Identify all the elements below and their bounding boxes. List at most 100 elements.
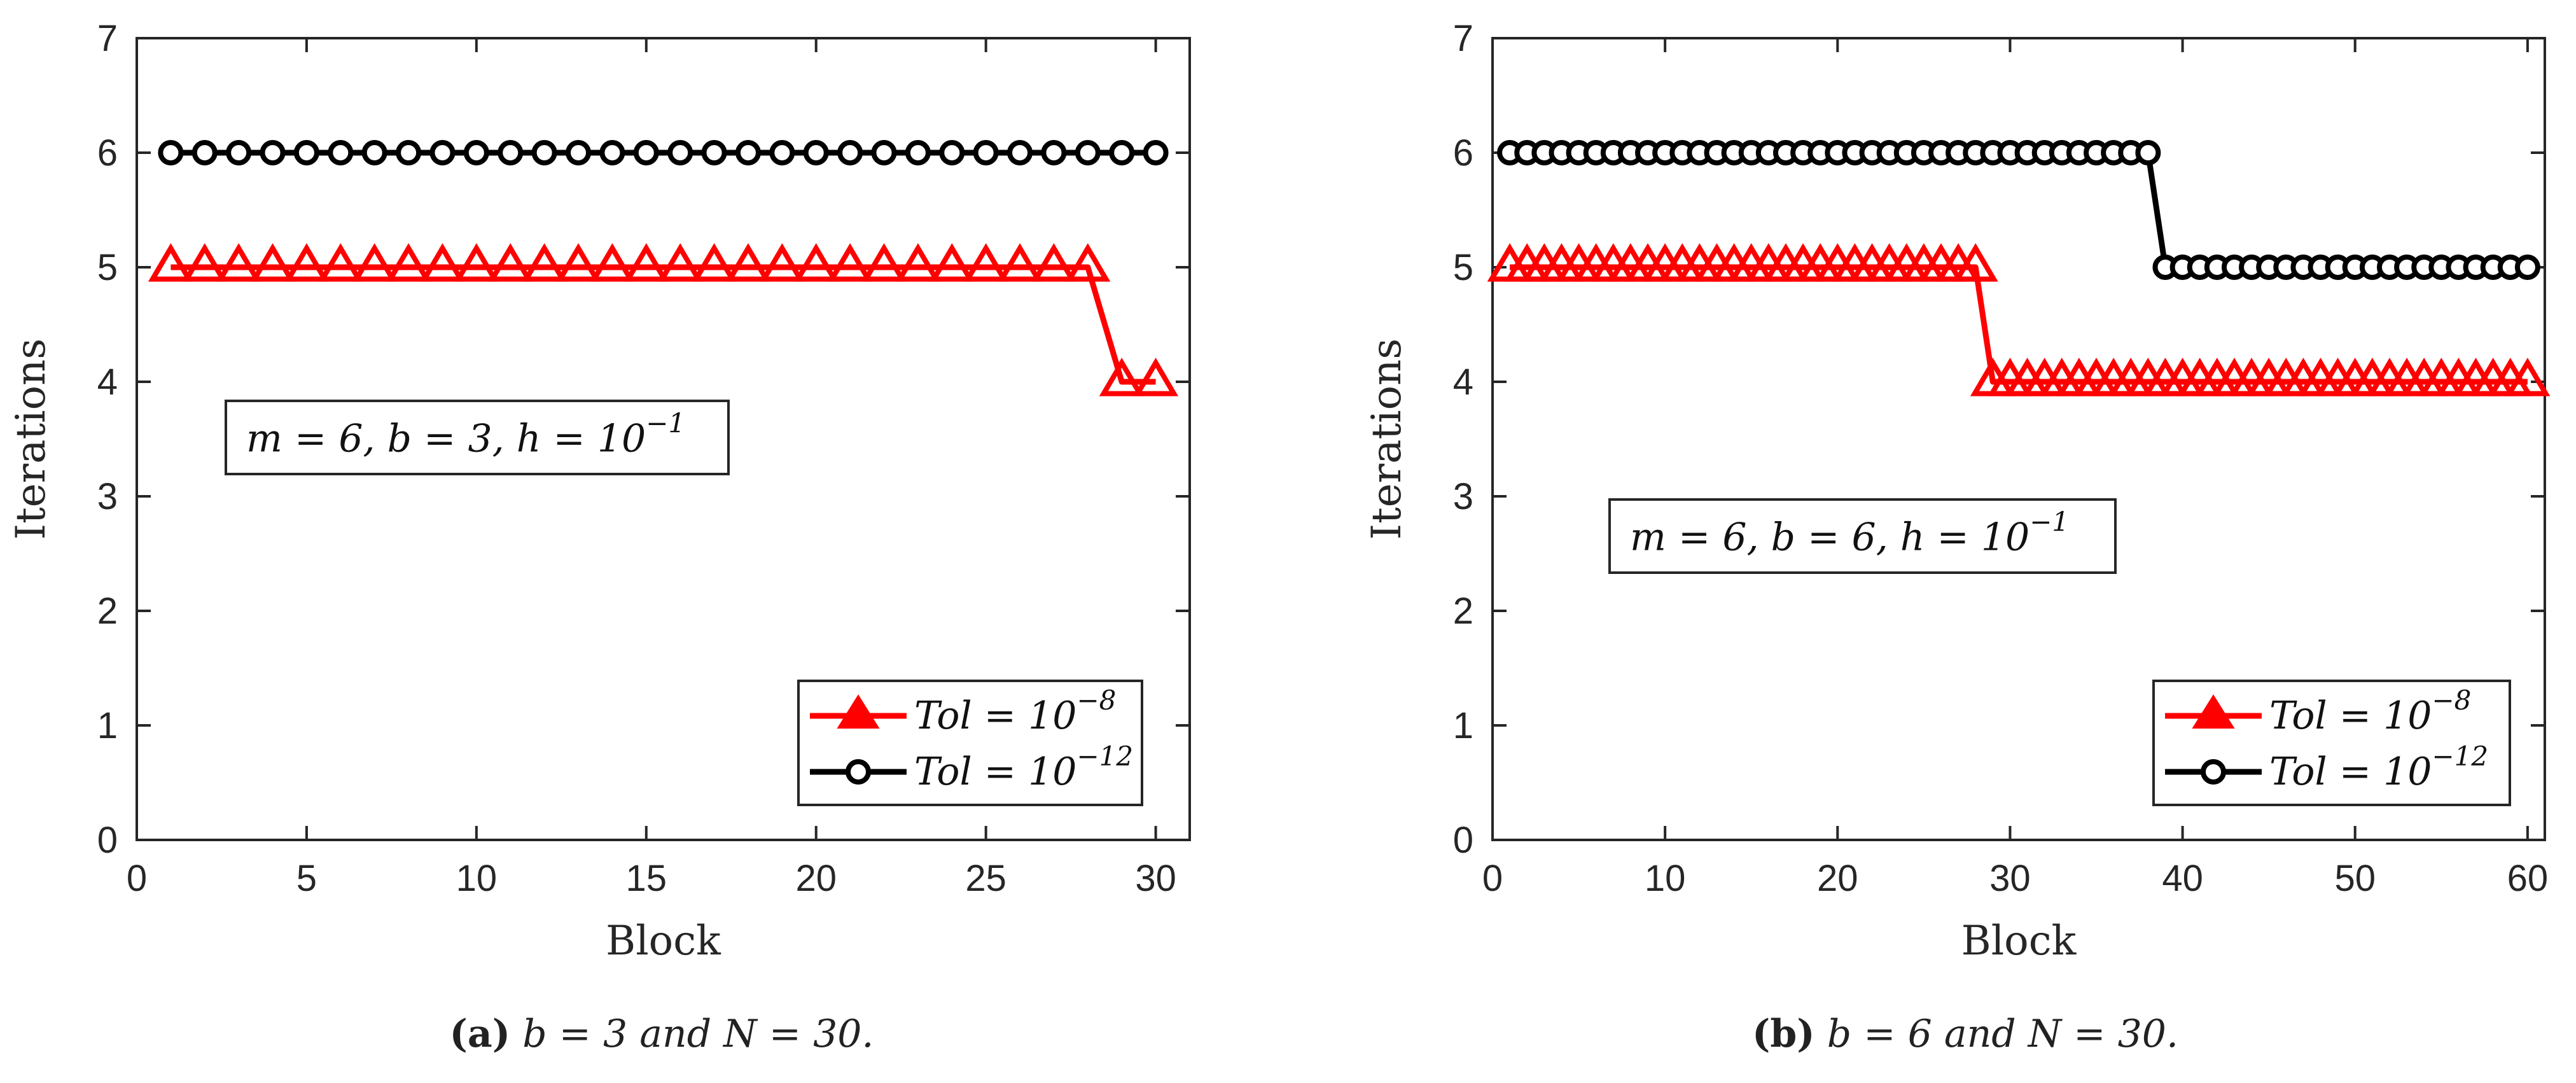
legend-label-sup: −8 <box>2432 685 2471 716</box>
data-point <box>522 243 567 282</box>
x-tick-label: 0 <box>127 858 147 899</box>
y-tick-label: 5 <box>97 247 118 288</box>
caption-b: (b) b = 6 and N = 30. <box>1354 1009 2576 1059</box>
x-tick-label: 40 <box>2162 858 2203 899</box>
y-tick-label: 4 <box>1453 361 1473 403</box>
annotation-sup: −1 <box>2029 507 2069 538</box>
y-tick-label: 1 <box>97 705 118 746</box>
data-point <box>182 243 228 282</box>
x-tick-label: 20 <box>1817 858 1858 899</box>
data-point <box>667 140 693 165</box>
series-tol-1e-12 <box>158 140 1169 165</box>
legend-label-sup: −12 <box>1076 741 1133 772</box>
data-point <box>2135 140 2161 165</box>
y-tick-label: 5 <box>1453 247 1473 288</box>
caption-a-label: (a) <box>449 1012 511 1056</box>
legend-label-sup: −8 <box>1076 685 1116 716</box>
data-point <box>1065 243 1111 282</box>
chart-a: 0 5 10 15 20 25 30 0 1 2 3 4 5 6 7 Block Iterations m = 6… <box>8 18 1191 965</box>
data-point <box>1031 243 1076 282</box>
x-tick-label: 60 <box>2507 858 2549 899</box>
x-tick-label: 5 <box>296 858 317 899</box>
data-point <box>487 243 533 282</box>
x-axis-label: Block <box>606 918 721 965</box>
data-point <box>929 243 975 282</box>
chart-b: 0 10 20 30 40 50 60 0 1 2 3 4 5 6 7 Block Iterations m = … <box>1363 18 2551 965</box>
x-tick-label: 15 <box>626 858 667 899</box>
legend-item: Tol = 10−8 <box>810 685 1116 738</box>
data-point <box>759 243 805 282</box>
data-point <box>905 140 931 165</box>
data-point <box>2514 255 2540 280</box>
data-point <box>633 140 659 165</box>
data-point <box>837 140 863 165</box>
series-tol-1e-12 <box>1497 140 2540 280</box>
data-point <box>498 140 524 165</box>
data-point <box>1953 243 1998 282</box>
data-point <box>386 243 431 282</box>
data-point <box>895 243 941 282</box>
x-tick-label: 20 <box>795 858 837 899</box>
data-point <box>216 243 261 282</box>
data-point <box>599 140 625 165</box>
data-point <box>769 140 795 165</box>
series-tol-1e-8 <box>1487 243 2551 396</box>
data-point <box>1075 140 1101 165</box>
y-tick-label: 2 <box>97 590 118 632</box>
data-point <box>555 243 601 282</box>
y-tick-label: 0 <box>97 820 118 861</box>
y-axis-label: Iterations <box>1363 339 1410 540</box>
annotation-box <box>225 400 730 475</box>
y-tick-label: 3 <box>1453 476 1473 517</box>
x-tick-label: 30 <box>1135 858 1176 899</box>
y-tick-label: 4 <box>97 361 118 403</box>
legend-item: Tol = 10−12 <box>810 741 1133 794</box>
data-point <box>793 243 839 282</box>
legend-marker <box>2192 694 2235 729</box>
data-point <box>2505 358 2551 396</box>
caption-a: (a) b = 3 and N = 30. <box>0 1009 1323 1059</box>
data-point <box>725 243 771 282</box>
caption-b-text: b = 6 and N = 30. <box>1827 1012 2179 1056</box>
y-tick-label: 7 <box>97 18 118 59</box>
series-tol-1e-8 <box>148 243 1179 396</box>
data-point <box>352 243 398 282</box>
data-point <box>566 140 592 165</box>
annotation-text: m = 6, b = 3, h = 10−1 <box>246 408 685 461</box>
data-point <box>158 140 184 165</box>
data-point <box>735 140 761 165</box>
y-axis-label: Iterations <box>8 339 55 540</box>
y-tick-label: 3 <box>97 476 118 517</box>
y-tick-label: 0 <box>1453 820 1473 861</box>
x-tick-label: 25 <box>965 858 1006 899</box>
y-tick-label: 1 <box>1453 705 1473 746</box>
x-axis-label: Block <box>1961 918 2077 965</box>
data-point <box>396 140 422 165</box>
x-tick-label: 50 <box>2334 858 2376 899</box>
data-point <box>361 140 387 165</box>
data-point <box>429 140 456 165</box>
data-point <box>1109 140 1135 165</box>
data-point <box>531 140 557 165</box>
annotation-box <box>1608 498 2117 574</box>
data-point <box>293 140 319 165</box>
data-point <box>1041 140 1067 165</box>
data-point <box>963 243 1009 282</box>
data-point <box>284 243 330 282</box>
data-point <box>226 140 252 165</box>
legend-marker <box>846 759 871 785</box>
data-point <box>1133 358 1179 396</box>
data-point <box>1099 358 1145 396</box>
data-point <box>803 140 829 165</box>
annotation-text: m = 6, b = 6, h = 10−1 <box>1630 507 2069 560</box>
y-tick-label: 6 <box>97 132 118 174</box>
x-tick-label: 0 <box>1482 858 1503 899</box>
data-point <box>701 140 727 165</box>
data-point <box>463 140 489 165</box>
data-point <box>1143 140 1169 165</box>
data-point <box>260 140 286 165</box>
data-point <box>250 243 296 282</box>
data-point <box>191 140 218 165</box>
